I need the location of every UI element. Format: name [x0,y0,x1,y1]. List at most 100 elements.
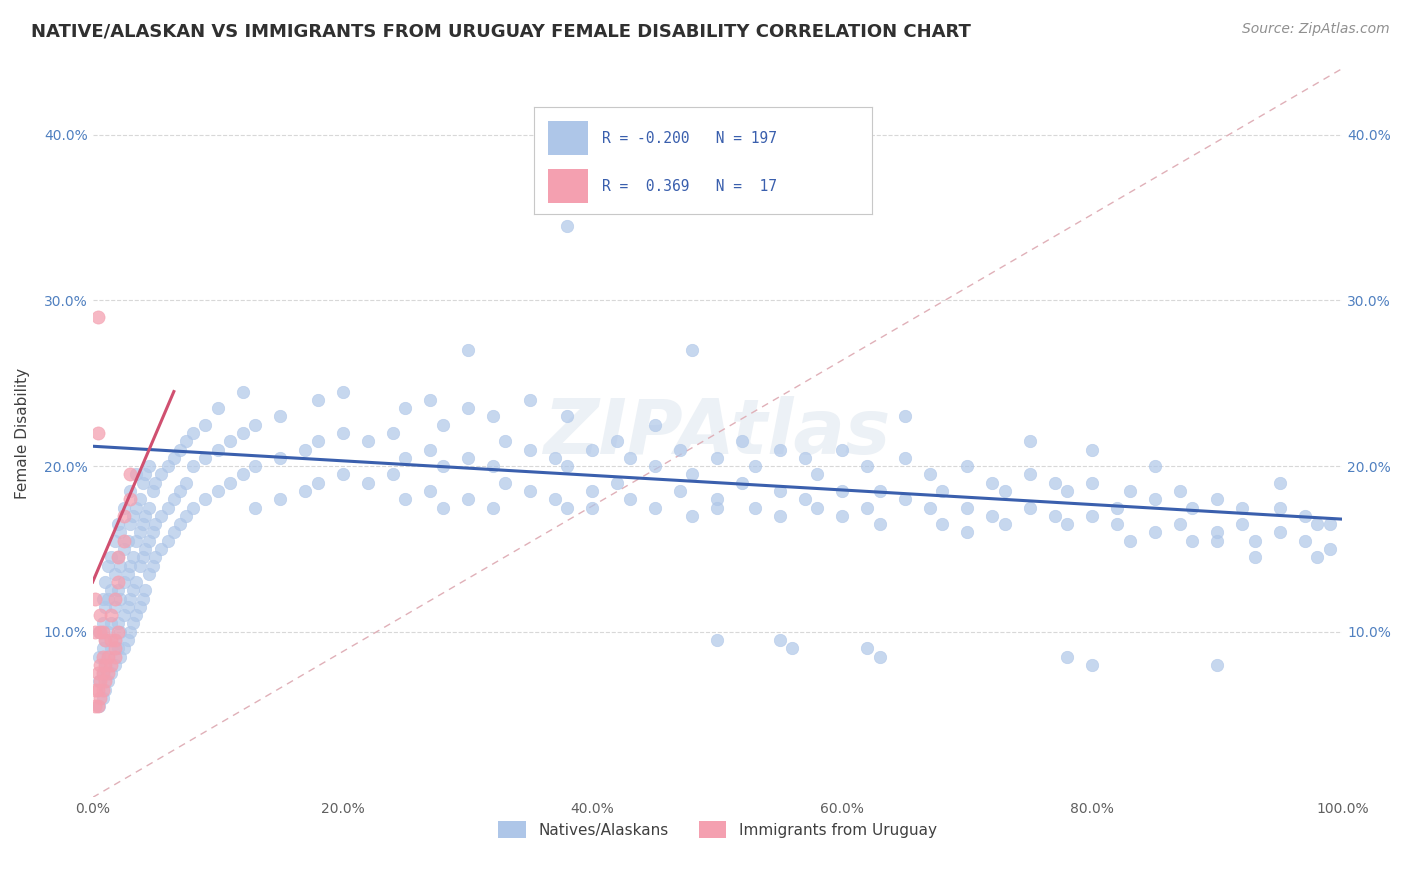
Point [669,442,692,457]
FancyBboxPatch shape [548,169,588,203]
Point [89,608,111,623]
Point [1056,649,1078,664]
Point [94,657,117,672]
Point [84,699,107,714]
Point [97,624,120,639]
Point [84,624,107,639]
Point [1119,533,1142,548]
Y-axis label: Female Disability: Female Disability [15,368,30,499]
Point [150,508,173,523]
Point [108,649,131,664]
Point [1081,475,1104,490]
Point [120,517,142,532]
Point [100,666,122,681]
Point [1294,533,1316,548]
Point [89,657,111,672]
Point [869,649,891,664]
Point [91,641,114,656]
Point [557,459,579,474]
Point [1018,434,1040,449]
Point [432,459,454,474]
Point [706,633,728,648]
Legend: Natives/Alaskans, Immigrants from Uruguay: Natives/Alaskans, Immigrants from Urugua… [492,814,942,845]
Point [219,475,242,490]
Point [97,558,120,573]
Point [744,500,766,515]
Point [1056,517,1078,532]
Point [481,459,503,474]
Point [89,624,111,639]
Point [994,483,1017,498]
Point [606,475,628,490]
Point [1168,517,1191,532]
Point [581,483,603,498]
Point [176,508,198,523]
Point [108,558,131,573]
Point [831,508,853,523]
Point [104,566,127,581]
Point [544,492,567,507]
Point [121,616,143,631]
Point [169,483,191,498]
Point [86,699,108,714]
Point [156,459,179,474]
Point [731,475,754,490]
Point [1268,475,1291,490]
Point [1107,500,1129,515]
Point [332,384,354,399]
Point [432,500,454,515]
Point [107,575,129,590]
Point [138,566,160,581]
Point [87,624,110,639]
Point [86,682,108,697]
Point [793,450,815,465]
Point [1081,508,1104,523]
Text: NATIVE/ALASKAN VS IMMIGRANTS FROM URUGUAY FEMALE DISABILITY CORRELATION CHART: NATIVE/ALASKAN VS IMMIGRANTS FROM URUGUA… [31,22,970,40]
Point [125,467,148,482]
Point [94,633,117,648]
Point [419,392,441,407]
Point [112,508,135,523]
Point [394,401,416,416]
Point [87,699,110,714]
Point [419,442,441,457]
Point [269,492,291,507]
Point [669,483,692,498]
Point [519,392,541,407]
Point [150,541,173,556]
Point [112,641,135,656]
Point [89,691,111,706]
Point [104,533,127,548]
Text: ZIPAtlas: ZIPAtlas [544,396,891,470]
Point [307,475,329,490]
Point [91,624,114,639]
Point [117,599,139,614]
Point [100,550,122,565]
Point [243,500,266,515]
Point [1056,483,1078,498]
Point [894,492,917,507]
Point [1018,500,1040,515]
Point [356,475,378,490]
Point [97,674,120,689]
Point [1243,533,1265,548]
Point [457,401,479,416]
Point [956,525,979,540]
Point [121,583,143,598]
Point [232,467,254,482]
Point [107,550,129,565]
Point [1043,508,1066,523]
Point [125,575,148,590]
Point [125,608,148,623]
Point [1119,483,1142,498]
Point [104,641,127,656]
Point [956,500,979,515]
Point [1181,533,1204,548]
Point [1206,492,1229,507]
Point [481,500,503,515]
Point [394,450,416,465]
Point [606,434,628,449]
Point [1232,517,1254,532]
Point [181,425,204,440]
Point [108,525,131,540]
